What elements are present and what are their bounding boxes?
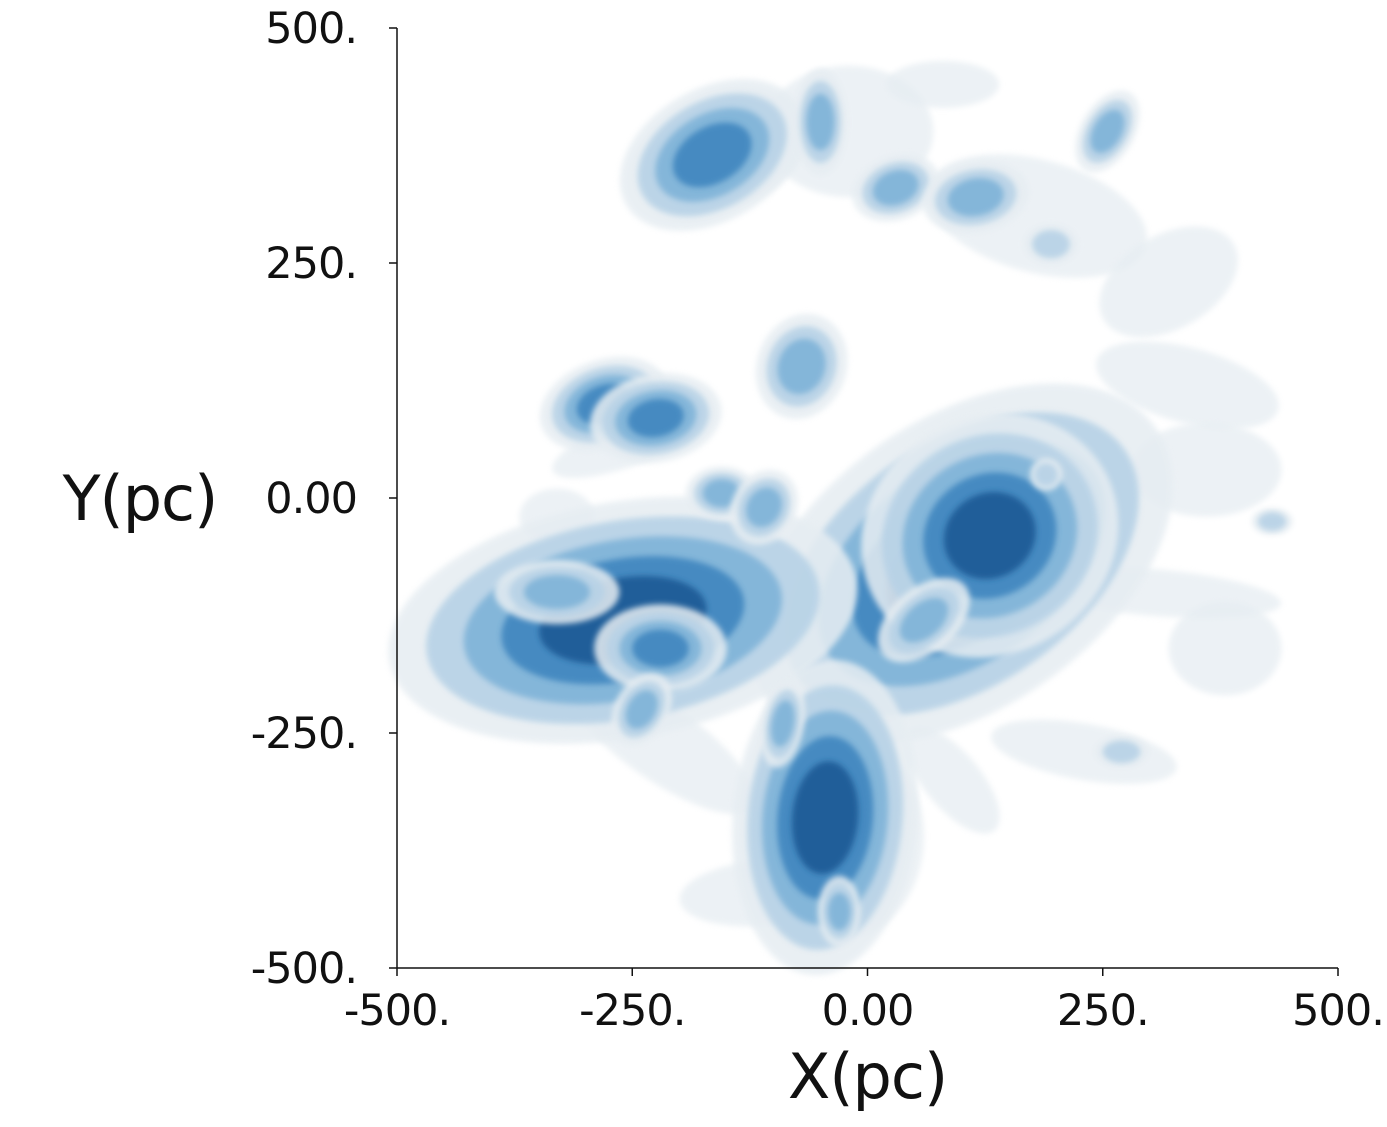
cloud-11-contour-3 [702, 479, 741, 508]
x-tick-label: -500. [344, 986, 450, 1036]
filament-12 [1096, 341, 1279, 429]
cloud-4 [494, 559, 620, 625]
cloud-23-contour-2 [1102, 740, 1141, 764]
x-tick-label: -250. [579, 986, 685, 1036]
cloud-18-contour-3 [1090, 109, 1125, 153]
cloud-8 [817, 875, 861, 948]
cloud-13 [755, 313, 848, 420]
cloud-12-contour-3 [746, 487, 782, 528]
filament-14 [1168, 601, 1282, 696]
cloud-12 [729, 469, 799, 546]
filament-5 [991, 719, 1177, 785]
cloud-18 [1075, 90, 1140, 173]
cloud-1-contour-5 [943, 492, 1036, 580]
cloud-10-contour-4 [627, 398, 684, 438]
cloud-13-contour-3 [777, 338, 826, 395]
y-tick-label: 0.00 [265, 474, 357, 524]
filament-4 [904, 726, 1000, 834]
y-tick-label: -500. [251, 944, 357, 994]
cloud-2 [877, 577, 970, 663]
cloud-15-contour-3 [806, 93, 835, 151]
cloud-16-contour-3 [872, 169, 919, 206]
filament-15 [886, 60, 1000, 108]
cloud-21-contour-2 [1034, 463, 1058, 486]
y-axis-ticks: 500. 250. 0.00 -250. -500. [251, 4, 397, 994]
cloud-4-contour-3 [524, 575, 590, 609]
cloud-7 [760, 679, 806, 768]
cloud-6-contour-5 [791, 761, 859, 874]
cloud-8-contour-3 [827, 892, 851, 931]
cloud-2-contour-3 [899, 597, 949, 643]
y-axis-label: Y(pc) [62, 462, 218, 535]
x-tick-label: 0.00 [822, 986, 914, 1036]
cloud-21 [1029, 458, 1063, 491]
cloud-7-contour-3 [770, 700, 795, 747]
cloud-5-contour-4 [632, 629, 689, 668]
cloud-20-contour-3 [625, 690, 658, 729]
cloud-10 [589, 373, 722, 464]
filament-11 [1099, 226, 1238, 338]
cloud-5 [594, 604, 727, 693]
cloud-23 [1094, 735, 1149, 769]
cloud-15 [793, 68, 848, 176]
y-tick-label: 500. [265, 4, 357, 54]
y-tick-label: -250. [251, 709, 357, 759]
cloud-14 [619, 78, 805, 231]
x-axis-ticks: -500. -250. 0.00 250. 500. [344, 968, 1385, 1036]
x-tick-label: 500. [1292, 986, 1384, 1036]
cloud-17-contour-3 [947, 178, 1004, 217]
cloud-19 [1023, 223, 1079, 265]
axes: -500. -250. 0.00 250. 500. 500. 250. 0.00 -250.… [251, 4, 1385, 1036]
cloud-17 [922, 160, 1029, 234]
cloud-16 [852, 153, 940, 222]
density-clouds [388, 68, 1293, 976]
cloud-20 [611, 672, 673, 747]
plot-area [388, 60, 1293, 976]
cloud-22-contour-2 [1258, 512, 1287, 531]
y-tick-label: 250. [265, 239, 357, 289]
cloud-14-contour-4 [672, 122, 752, 188]
cloud-22 [1251, 507, 1293, 536]
cloud-19-contour-2 [1032, 230, 1070, 259]
x-axis-label: X(pc) [788, 1040, 947, 1113]
x-tick-label: 250. [1057, 986, 1149, 1036]
